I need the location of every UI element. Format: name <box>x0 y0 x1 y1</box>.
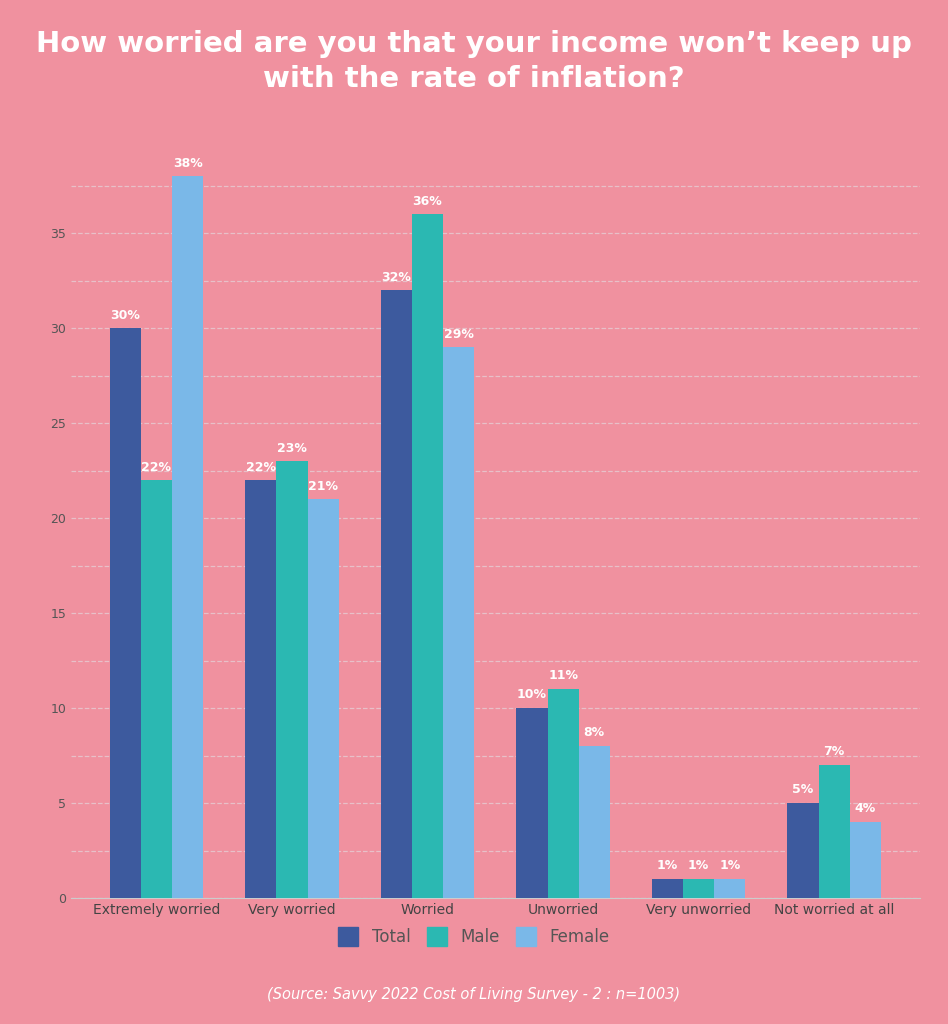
Bar <box>307 499 338 898</box>
Bar <box>141 480 172 898</box>
Text: 11%: 11% <box>548 670 578 682</box>
Bar <box>246 480 277 898</box>
Text: 32%: 32% <box>381 270 411 284</box>
Bar <box>517 709 548 898</box>
Text: 7%: 7% <box>824 745 845 759</box>
Text: How worried are you that your income won’t keep up
with the rate of inflation?: How worried are you that your income won… <box>36 30 912 93</box>
Bar <box>652 879 684 898</box>
Bar <box>714 879 745 898</box>
Text: 5%: 5% <box>793 783 813 797</box>
Text: 22%: 22% <box>246 461 276 473</box>
Text: 23%: 23% <box>277 441 307 455</box>
Bar <box>110 329 141 898</box>
Bar <box>412 214 443 898</box>
Text: 38%: 38% <box>173 157 203 170</box>
Text: 22%: 22% <box>141 461 172 473</box>
Text: 8%: 8% <box>584 726 605 739</box>
Legend: Total, Male, Female: Total, Male, Female <box>332 921 616 952</box>
Text: 30%: 30% <box>110 308 140 322</box>
Bar <box>849 822 881 898</box>
Bar <box>381 290 412 898</box>
Text: 1%: 1% <box>657 859 678 872</box>
Text: 1%: 1% <box>720 859 740 872</box>
Bar <box>788 803 819 898</box>
Bar <box>548 689 578 898</box>
Bar <box>819 765 849 898</box>
Bar <box>172 176 203 898</box>
Text: (Source: Savvy 2022 Cost of Living Survey - 2 : n=1003): (Source: Savvy 2022 Cost of Living Surve… <box>267 987 681 1001</box>
Bar <box>684 879 714 898</box>
Text: 4%: 4% <box>855 803 876 815</box>
Bar <box>443 347 474 898</box>
Text: 36%: 36% <box>412 195 443 208</box>
Bar <box>578 746 610 898</box>
Text: 21%: 21% <box>308 479 338 493</box>
Bar <box>277 461 307 898</box>
Text: 29%: 29% <box>444 328 474 341</box>
Text: 10%: 10% <box>517 688 547 701</box>
Text: 1%: 1% <box>688 859 709 872</box>
